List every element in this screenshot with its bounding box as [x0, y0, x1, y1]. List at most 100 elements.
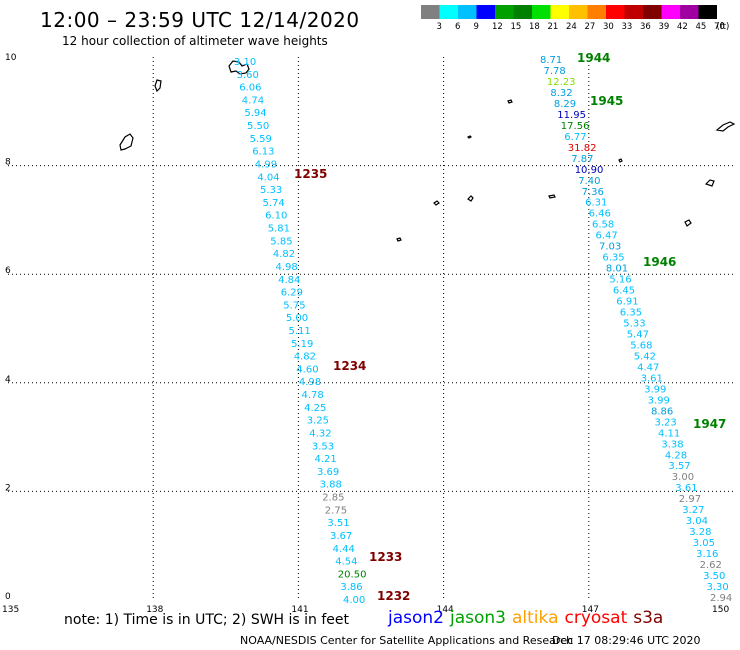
wave-height-value: 5.33 — [623, 319, 645, 330]
wave-height-value: 3.25 — [307, 416, 329, 427]
legend-swatch — [643, 5, 662, 19]
wave-height-value: 7.03 — [599, 242, 621, 253]
pass-time-label: 1944 — [577, 51, 610, 65]
wave-height-value: 6.06 — [239, 83, 261, 94]
legend-label: 3 — [436, 22, 442, 32]
wave-height-value: 7.40 — [578, 176, 600, 187]
wave-height-value: 3.50 — [703, 571, 725, 582]
wave-height-value: 4.84 — [278, 275, 300, 286]
wave-height-value: 20.50 — [338, 569, 367, 580]
satellite-s3a: s3a — [633, 608, 664, 628]
x-tick-label: 141 — [291, 605, 308, 615]
wave-height-value: 3.88 — [320, 480, 342, 491]
legend-swatch — [606, 5, 625, 19]
wave-height-value: 6.35 — [602, 253, 624, 264]
wave-height-value: 3.04 — [686, 516, 708, 527]
wave-height-value: 4.44 — [333, 544, 355, 555]
legend-swatch — [495, 5, 514, 19]
wave-height-value: 8.71 — [540, 55, 562, 66]
wave-height-value: 7.78 — [544, 66, 566, 77]
wave-height-value: 2.97 — [679, 494, 701, 505]
wave-height-value: 4.47 — [637, 362, 659, 373]
wave-height-value: 6.13 — [252, 147, 274, 158]
wave-height-value: 3.61 — [641, 373, 663, 384]
wave-height-value: 5.59 — [250, 134, 272, 145]
wave-height-value: 8.01 — [606, 264, 628, 275]
satellite-legend: jason2 jason3 altika cryosat s3a — [388, 608, 669, 628]
wave-height-value: 7.36 — [582, 187, 604, 198]
wave-height-value: 2.62 — [700, 560, 722, 571]
pass-time-label: 1233 — [369, 550, 402, 564]
y-tick-label: 4 — [5, 375, 11, 385]
wave-height-value: 4.98 — [299, 377, 321, 388]
legend-label: 45 — [695, 22, 707, 32]
wave-height-value: 4.78 — [302, 390, 324, 401]
legend-swatch — [624, 5, 643, 19]
wave-height-value: 5.00 — [286, 313, 308, 324]
legend-label: 42 — [677, 22, 688, 32]
wave-height-value: 5.50 — [247, 121, 269, 132]
wave-height-value: 5.19 — [291, 339, 313, 350]
wave-height-value: 4.21 — [315, 454, 337, 465]
wave-height-value: 4.74 — [242, 95, 264, 106]
x-tick-label: 147 — [582, 605, 599, 615]
map-subtitle: 12 hour collection of altimeter wave hei… — [62, 34, 328, 48]
wave-height-value: 4.25 — [304, 403, 326, 414]
grid-lines — [8, 57, 734, 600]
wave-height-value: 4.00 — [343, 595, 365, 606]
legend-label: 30 — [603, 22, 614, 32]
wave-height-value: 6.46 — [589, 209, 611, 220]
legend-swatch — [421, 5, 440, 19]
wave-height-value: 6.35 — [620, 308, 642, 319]
pass-time-label: 1234 — [333, 359, 366, 373]
pass-time-label: 1947 — [693, 417, 726, 431]
wave-height-value: 6.91 — [616, 297, 638, 308]
wave-height-value: 4.82 — [294, 352, 316, 363]
x-tick-label: 150 — [712, 605, 729, 615]
wave-height-value: 4.28 — [665, 450, 687, 461]
map-note: note: 1) Time is in UTC; 2) SWH is in fe… — [64, 612, 350, 628]
wave-height-value: 31.82 — [568, 143, 597, 154]
legend-swatch — [698, 5, 717, 19]
wave-height-value: 4.11 — [658, 428, 680, 439]
pass-time-label: 1232 — [377, 589, 410, 603]
legend-label: 33 — [621, 22, 633, 32]
x-tick-label: 135 — [2, 605, 19, 615]
wave-height-value: 7.87 — [571, 154, 593, 165]
wave-height-value: 3.86 — [340, 582, 362, 593]
wave-height-value: 3.57 — [668, 461, 690, 472]
wave-height-value: 5.42 — [634, 351, 656, 362]
footer-timestamp: Dec 17 08:29:46 UTC 2020 — [552, 634, 701, 647]
wave-height-value: 3.30 — [707, 582, 729, 593]
wave-height-value: 6.47 — [596, 231, 618, 242]
legend-swatch — [661, 5, 680, 19]
legend-label: 21 — [547, 22, 559, 32]
satellite-jason2: jason2 — [388, 608, 444, 628]
wave-height-value: 6.31 — [585, 198, 607, 209]
pass-time-label: 1946 — [643, 255, 676, 269]
wave-height-value: 4.04 — [257, 172, 279, 183]
legend-label: 18 — [529, 22, 540, 32]
legend-label: 15 — [510, 22, 522, 32]
legend-swatch — [513, 5, 532, 19]
legend-label: 27 — [584, 22, 596, 32]
wave-height-value: 3.61 — [675, 483, 697, 494]
wave-height-value: 4.60 — [296, 364, 318, 375]
x-tick-label: 144 — [437, 605, 454, 615]
wave-height-value: 5.47 — [627, 330, 649, 341]
wave-height-value: 3.16 — [696, 549, 718, 560]
legend-swatch — [476, 5, 495, 19]
legend-swatch — [680, 5, 699, 19]
x-tick-label: 138 — [146, 605, 163, 615]
legend-label: 12 — [492, 22, 503, 32]
wave-height-value: 3.23 — [655, 417, 677, 428]
satellite-cryosat: cryosat — [564, 608, 628, 628]
y-tick-label: 6 — [5, 266, 11, 276]
wave-height-value: 3.27 — [682, 505, 704, 516]
wave-height-value: 5.16 — [609, 275, 631, 286]
wave-height-value: 4.54 — [335, 557, 357, 568]
wave-height-value: 5.85 — [270, 236, 292, 247]
legend-swatch — [532, 5, 551, 19]
color-legend — [421, 5, 717, 19]
wave-height-value: 6.77 — [564, 132, 586, 143]
